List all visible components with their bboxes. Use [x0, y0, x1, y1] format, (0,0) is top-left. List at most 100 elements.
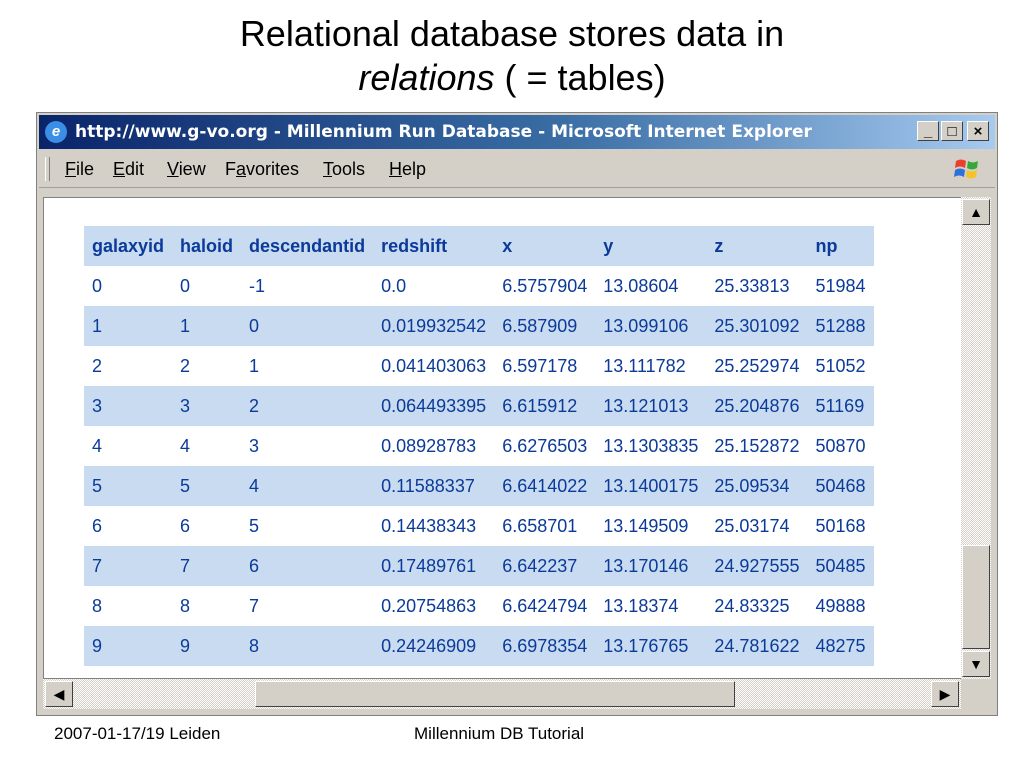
table-cell-y: 13.170146 [595, 546, 707, 586]
table-cell-x: 6.5757904 [494, 266, 596, 306]
table-cell-y: 13.099106 [595, 306, 707, 346]
table-cell-x: 6.597178 [494, 346, 596, 386]
table-row: 7 7 6 0.17489761 6.642237 13.170146 24.927555 5… [84, 546, 874, 586]
table-cell-z: 24.83325 [706, 586, 808, 626]
table-cell-x: 6.6424794 [494, 586, 596, 626]
table-cell-z: 24.927555 [706, 546, 808, 586]
table-cell-x: 6.6978354 [494, 626, 596, 666]
table-row: 0 0 -1 0.0 6.5757904 13.08604 25.33813 51984 [84, 266, 874, 306]
maximize-button[interactable]: □ [941, 121, 963, 141]
column-header: haloid [172, 226, 242, 266]
menu-favorites-rest: vorites [246, 159, 300, 179]
table-cell-haloid: 5 [172, 466, 242, 506]
menu-tools[interactable]: Tools [323, 159, 365, 180]
table-cell-descendantid: 4 [241, 466, 374, 506]
table-cell-z: 24.781622 [706, 626, 808, 666]
windows-flag-icon [954, 159, 978, 179]
footer-title: Millennium DB Tutorial [414, 724, 585, 743]
menu-edit-key: E [113, 159, 126, 179]
table-cell-redshift: 0.20754863 [373, 586, 495, 626]
scroll-left-arrow-icon[interactable]: ◀ [45, 681, 73, 707]
table-cell-z: 25.301092 [706, 306, 808, 346]
table-cell-np: 51052 [807, 346, 874, 386]
table-cell-y: 13.1303835 [595, 426, 707, 466]
table-cell-haloid: 0 [172, 266, 242, 306]
table-cell-descendantid: 7 [241, 586, 374, 626]
table-cell-np: 50485 [807, 546, 874, 586]
menu-help-key: H [389, 159, 402, 179]
table-row: 6 6 5 0.14438343 6.658701 13.149509 25.03174 50… [84, 506, 874, 546]
table-cell-y: 13.18374 [595, 586, 707, 626]
table-row: 8 8 7 0.20754863 6.6424794 13.18374 24.83325 49… [84, 586, 874, 626]
table-cell-z: 25.204876 [706, 386, 808, 426]
table-cell-y: 13.149509 [595, 506, 707, 546]
table-header-row: galaxyid haloid descendantid redshift x … [84, 226, 874, 266]
menu-edit[interactable]: Edit [113, 159, 144, 180]
vertical-scroll-thumb[interactable] [962, 545, 990, 649]
title-bar[interactable]: e http://www.g-vo.org - Millennium Run D… [39, 115, 995, 149]
table-cell-redshift: 0.041403063 [373, 346, 495, 386]
horizontal-scroll-thumb[interactable] [255, 681, 735, 707]
table-cell-haloid: 6 [172, 506, 242, 546]
table-cell-galaxyid: 7 [84, 546, 173, 586]
menu-help[interactable]: Help [389, 159, 426, 180]
menu-favorites[interactable]: Favorites [225, 159, 299, 180]
slide-title-line2: relations ( = tables) [0, 56, 1024, 100]
scroll-down-arrow-icon[interactable]: ▼ [962, 651, 990, 677]
menu-file-rest: ile [76, 159, 95, 179]
scroll-right-arrow-icon[interactable]: ▶ [931, 681, 959, 707]
results-table: galaxyid haloid descendantid redshift x … [84, 226, 874, 666]
table-cell-y: 13.121013 [595, 386, 707, 426]
table-row: 4 4 3 0.08928783 6.6276503 13.1303835 25.15287… [84, 426, 874, 466]
table-cell-z: 25.252974 [706, 346, 808, 386]
table-cell-np: 49888 [807, 586, 874, 626]
table-cell-redshift: 0.0 [373, 266, 495, 306]
table-cell-galaxyid: 3 [84, 386, 173, 426]
vertical-scrollbar[interactable]: ▲ ▼ [961, 197, 991, 679]
table-cell-haloid: 1 [172, 306, 242, 346]
column-header: x [494, 226, 596, 266]
table-cell-x: 6.587909 [494, 306, 596, 346]
table-row: 1 1 0 0.019932542 6.587909 13.099106 25.301092… [84, 306, 874, 346]
table-cell-descendantid: -1 [241, 266, 374, 306]
table-cell-haloid: 4 [172, 426, 242, 466]
menu-bar: File Edit View Favorites Tools Help [39, 151, 995, 188]
menu-grip[interactable] [45, 157, 50, 181]
table-cell-galaxyid: 8 [84, 586, 173, 626]
table-cell-np: 51169 [807, 386, 874, 426]
table-cell-np: 48275 [807, 626, 874, 666]
menu-view[interactable]: View [167, 159, 206, 180]
table-cell-descendantid: 6 [241, 546, 374, 586]
column-header: np [807, 226, 874, 266]
menu-tools-key: T [323, 159, 332, 179]
table-row: 5 5 4 0.11588337 6.6414022 13.1400175 25.09534… [84, 466, 874, 506]
table-cell-galaxyid: 5 [84, 466, 173, 506]
table-cell-galaxyid: 4 [84, 426, 173, 466]
close-button[interactable]: × [967, 121, 989, 141]
scroll-up-arrow-icon[interactable]: ▲ [962, 199, 990, 225]
slide-title-rest: ( = tables) [494, 57, 666, 98]
menu-favorites-key: a [236, 159, 247, 179]
table-cell-haloid: 8 [172, 586, 242, 626]
slide-title-line1: Relational database stores data in [239, 13, 785, 54]
table-cell-z: 25.152872 [706, 426, 808, 466]
table-cell-descendantid: 2 [241, 386, 374, 426]
table-cell-galaxyid: 9 [84, 626, 173, 666]
column-header: galaxyid [84, 226, 173, 266]
ie-logo-icon: e [45, 121, 67, 143]
table-cell-galaxyid: 1 [84, 306, 173, 346]
table-cell-z: 25.09534 [706, 466, 808, 506]
horizontal-scrollbar[interactable]: ◀ ▶ [43, 679, 961, 709]
minimize-button[interactable]: _ [917, 121, 939, 141]
menu-file[interactable]: File [65, 159, 94, 180]
table-cell-y: 13.111782 [595, 346, 707, 386]
table-cell-descendantid: 8 [241, 626, 374, 666]
menu-help-rest: elp [402, 159, 427, 179]
menu-favorites-pre: F [225, 159, 236, 179]
column-header: y [595, 226, 707, 266]
column-header: redshift [373, 226, 495, 266]
table-cell-np: 50468 [807, 466, 874, 506]
table-cell-galaxyid: 2 [84, 346, 173, 386]
table-row: 9 9 8 0.24246909 6.6978354 13.176765 24.781622… [84, 626, 874, 666]
page-content: galaxyid haloid descendantid redshift x … [43, 197, 961, 679]
